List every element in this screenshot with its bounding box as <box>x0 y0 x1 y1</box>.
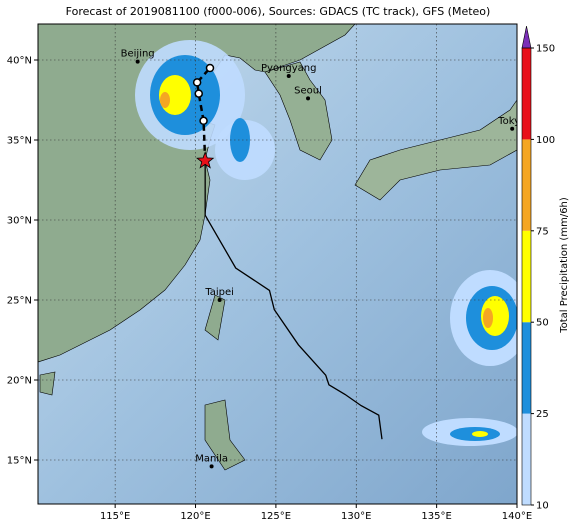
precip-area <box>160 92 170 108</box>
colorbar-extend <box>521 25 532 49</box>
lat-tick-label: 25°N <box>7 296 32 307</box>
lat-tick-label: 40°N <box>7 56 32 67</box>
colorbar-tick-label: 50 <box>536 318 549 329</box>
korea <box>264 61 333 161</box>
lat-tick-label: 30°N <box>7 216 32 227</box>
colorbar-segment <box>522 322 531 414</box>
map-area: Beijing Pyongyang Seoul Tokyo Taipei Manila <box>38 24 526 504</box>
colorbar-segment <box>522 230 531 323</box>
lon-tick-label: 120°E <box>180 511 210 522</box>
forecast-point <box>199 116 208 126</box>
colorbar-segment <box>522 139 531 231</box>
city-marker <box>510 126 515 131</box>
lon-tick-label: 115°E <box>100 511 130 522</box>
precip-area <box>230 118 250 162</box>
city-label: Tokyo <box>497 116 526 127</box>
forecast-track <box>195 67 211 161</box>
city-marker <box>135 59 140 64</box>
precip-area <box>483 308 493 328</box>
city-marker <box>286 74 291 78</box>
japan <box>354 99 517 201</box>
precip-area <box>472 431 488 437</box>
city-label: Beijing <box>121 49 155 60</box>
city-label: Seoul <box>294 85 322 96</box>
precipitation <box>135 40 517 446</box>
hainan <box>39 371 56 396</box>
lat-tick-label: 15°N <box>7 456 32 467</box>
colorbar-segment <box>522 48 531 140</box>
map-frame <box>37 23 518 505</box>
colorbar-tick-label: 75 <box>536 226 549 237</box>
city-label: Taipei <box>204 287 234 298</box>
city-label: Manila <box>195 453 228 464</box>
colorbar-tick-label: 25 <box>536 409 549 420</box>
city-label: Pyongyang <box>261 63 316 74</box>
overlay: Beijing Pyongyang Seoul Tokyo Taipei Manila <box>38 24 526 504</box>
lat-tick-label: 35°N <box>7 136 32 147</box>
city-marker <box>306 96 311 101</box>
city-marker <box>217 298 222 302</box>
forecast-point <box>194 89 203 98</box>
taiwan <box>204 294 226 341</box>
luzon <box>204 399 246 471</box>
forecast-point <box>192 78 202 87</box>
colorbar-label: Total Precipitation (mm/6h) <box>559 197 570 334</box>
lon-tick-label: 140°E <box>502 511 532 522</box>
lon-tick-label: 130°E <box>341 511 371 522</box>
city-marker <box>209 464 214 469</box>
map-title: Forecast of 2019081100 (f000-006), Sourc… <box>66 5 491 18</box>
colorbar-frame <box>521 47 532 506</box>
colorbar-tick-label: 10 <box>536 501 549 512</box>
forecast-point <box>205 63 215 73</box>
lon-tick-label: 135°E <box>421 511 451 522</box>
lat-tick-label: 20°N <box>7 376 32 387</box>
past-track <box>204 160 383 440</box>
colorbar-segment <box>522 413 531 505</box>
storm-position <box>196 151 215 169</box>
colorbar: 10 25 50 75 100 150 <box>521 25 555 512</box>
colorbar-tick-label: 150 <box>536 44 555 55</box>
colorbar-tick-label: 100 <box>536 135 555 146</box>
lon-tick-label: 125°E <box>261 511 291 522</box>
